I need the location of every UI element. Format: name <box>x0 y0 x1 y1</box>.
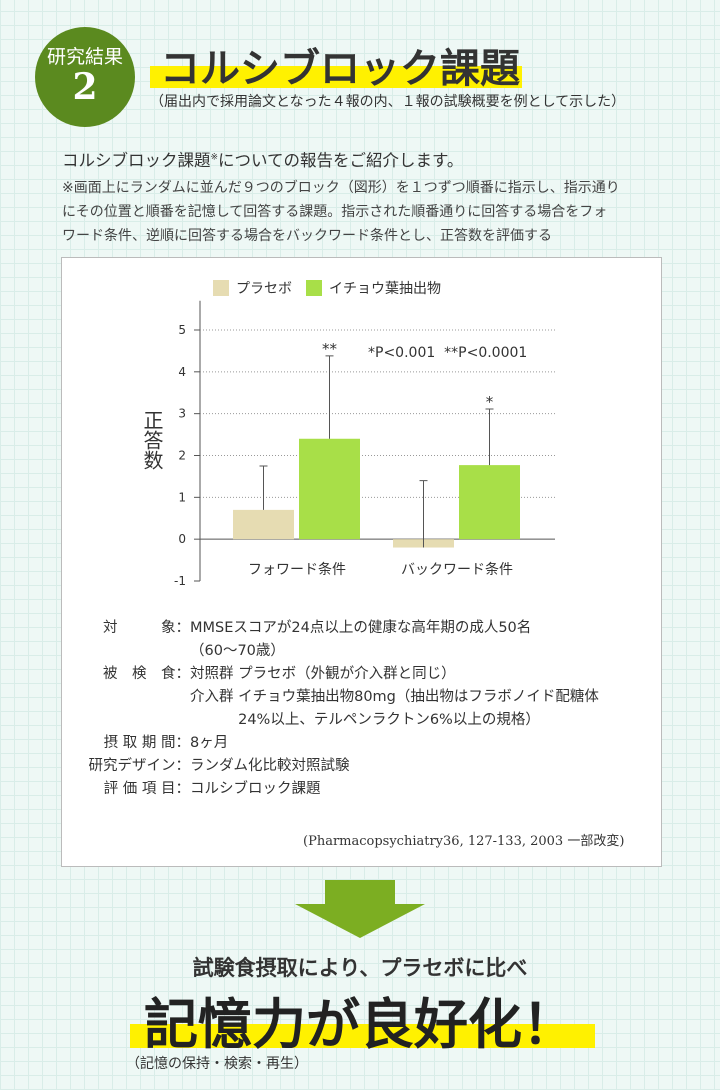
significance: ** <box>322 340 338 358</box>
error-bar <box>485 408 494 466</box>
detail-line: 対照群 プラセボ（外観が介入群と同じ） <box>190 666 456 682</box>
detail-label: 摂 取 期 間： <box>103 735 190 751</box>
x-tick-label: フォワード条件 <box>248 561 346 578</box>
heading: コルシブロック課題 <box>62 151 211 170</box>
detail-line: コルシブロック課題 <box>190 781 321 797</box>
detail-label: 被 検 食： <box>103 666 190 682</box>
chart-box <box>61 257 662 867</box>
y-tick-label: 2 <box>178 448 186 462</box>
conclusion-lead: 試験食摂取により、プラセボに比べ <box>192 956 528 980</box>
subtitle: （届出内で採用論文となった４報の内、１報の試験概要を例として示した） <box>150 94 626 110</box>
title: コルシブロック課題 <box>160 46 520 92</box>
chart: -1 0 1 2 3 4 5 正答数 *P<0.001 **P<0.0001 プラセボ イチョウ葉抽… <box>140 280 555 588</box>
detail-value: ランダム化比較対照試験 <box>190 755 350 778</box>
headline-highlight <box>130 1024 595 1048</box>
y-axis-label: 正答数 <box>140 410 164 470</box>
detail-row: 対 象： MMSEスコアが24点以上の健康な高年期の成人50名 （60～70歳） <box>80 617 599 663</box>
error-bar <box>259 465 268 510</box>
y-tick-label: -1 <box>174 574 186 588</box>
legend-swatch <box>306 280 322 296</box>
y-tick-label: 3 <box>178 407 186 421</box>
detail-line: MMSEスコアが24点以上の健康な高年期の成人50名 <box>190 620 532 636</box>
y-tick-label: 0 <box>178 532 186 546</box>
detail-row: 研究デザイン： ランダム化比較対照試験 <box>80 755 599 778</box>
badge-text: 研究結果 <box>46 46 123 68</box>
detail-label: 対 象： <box>103 620 190 636</box>
badge <box>35 27 135 127</box>
error-bar <box>419 480 428 548</box>
conclusion-headline: 記憶力が良好化！ <box>144 993 576 1056</box>
detail-line: ランダム化比較対照試験 <box>190 758 350 774</box>
detail-value: 8ヶ月 <box>190 732 228 755</box>
y-tick-label: 4 <box>178 365 186 379</box>
error-bar <box>325 355 334 439</box>
detail-label: 研究デザイン： <box>88 758 191 774</box>
y-tick-label: 5 <box>178 323 186 337</box>
badge-number: 2 <box>72 66 98 108</box>
detail-value: コルシブロック課題 <box>190 778 321 801</box>
y-tick-label: 1 <box>178 490 186 504</box>
heading-rest: についての報告をご紹介します。 <box>218 151 464 170</box>
annotation: *P<0.001 **P<0.0001 <box>368 345 527 361</box>
title-highlight <box>150 66 522 88</box>
bar <box>299 438 360 540</box>
detail-label: 評 価 項 目： <box>103 781 190 797</box>
legend-label: プラセボ <box>236 281 292 297</box>
note-line: ※画面上にランダムに並んだ９つのブロック（図形）を１つずつ順番に指示し、指示通り <box>62 180 620 196</box>
citation: (Pharmacopsychiatry36, 127-133, 2003 一部改… <box>303 834 625 849</box>
note-line: にその位置と順番を記憶して回答する課題。指示された順番通りに回答する場合をフォ <box>62 204 608 220</box>
arrow <box>295 880 425 938</box>
detail-row: 被 検 食： 対照群 プラセボ（外観が介入群と同じ） 介入群 イチョウ葉抽出物80m… <box>80 663 599 732</box>
note: ※画面上にランダムに並んだ９つのブロック（図形）を１つずつ順番に指示し、指示通り… <box>62 176 620 248</box>
detail-row: 摂 取 期 間： 8ヶ月 <box>80 732 599 755</box>
legend-swatch <box>213 280 229 296</box>
detail-value: 対照群 プラセボ（外観が介入群と同じ） 介入群 イチョウ葉抽出物80mg（抽出物は… <box>190 663 599 732</box>
detail-line: （60～70歳） <box>190 643 285 659</box>
note-line: ワード条件、逆順に回答する場合をバックワード条件とし、正答数を評価する <box>62 228 552 244</box>
intro-heading: コルシブロック課題※についての報告をご紹介します。 <box>62 147 463 171</box>
detail-line: 24%以上、テルペンラクトン6%以上の規格） <box>190 712 540 728</box>
conclusion-note: （記憶の保持・検索・再生） <box>126 1056 308 1072</box>
detail-line: 介入群 イチョウ葉抽出物80mg（抽出物はフラボノイド配糖体 <box>190 689 599 705</box>
details: 対 象： MMSEスコアが24点以上の健康な高年期の成人50名 （60～70歳）被 … <box>80 617 599 801</box>
significance: * <box>486 393 494 411</box>
bar <box>233 509 294 540</box>
legend-label: イチョウ葉抽出物 <box>329 281 441 297</box>
detail-row: 評 価 項 目： コルシブロック課題 <box>80 778 599 801</box>
x-tick-label: バックワード条件 <box>401 561 513 578</box>
detail-line: 8ヶ月 <box>190 735 229 751</box>
mark: ※ <box>210 152 219 163</box>
bar <box>459 465 520 540</box>
detail-value: MMSEスコアが24点以上の健康な高年期の成人50名 （60～70歳） <box>190 617 531 663</box>
